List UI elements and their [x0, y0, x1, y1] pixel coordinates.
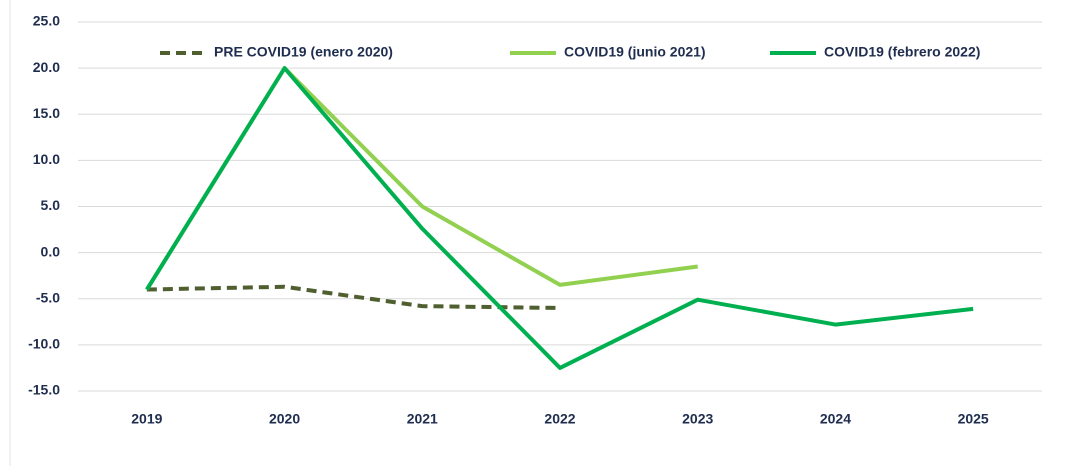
x-tick-label: 2021	[407, 411, 438, 427]
x-tick-label: 2023	[682, 411, 713, 427]
x-tick-label: 2020	[269, 411, 300, 427]
legend-label: PRE COVID19 (enero 2020)	[214, 44, 393, 60]
y-tick-label: 5.0	[41, 197, 61, 213]
series-line	[145, 66, 698, 291]
x-tick-label: 2019	[131, 411, 162, 427]
y-tick-label: 0.0	[41, 243, 61, 259]
legend-label: COVID19 (junio 2021)	[564, 44, 706, 60]
series-line	[146, 284, 561, 310]
y-tick-label: 10.0	[33, 151, 60, 167]
x-tick-label: 2022	[544, 411, 575, 427]
x-tick-label: 2024	[820, 411, 851, 427]
y-tick-label: -10.0	[28, 336, 60, 352]
x-tick-label: 2025	[958, 411, 989, 427]
legend-label: COVID19 (febrero 2022)	[824, 44, 980, 60]
y-tick-label: 20.0	[33, 59, 60, 75]
series-line	[145, 66, 974, 370]
y-tick-label: -5.0	[36, 289, 60, 305]
y-tick-label: 25.0	[33, 13, 60, 29]
y-tick-label: -15.0	[28, 382, 60, 398]
y-tick-label: 15.0	[33, 105, 60, 121]
